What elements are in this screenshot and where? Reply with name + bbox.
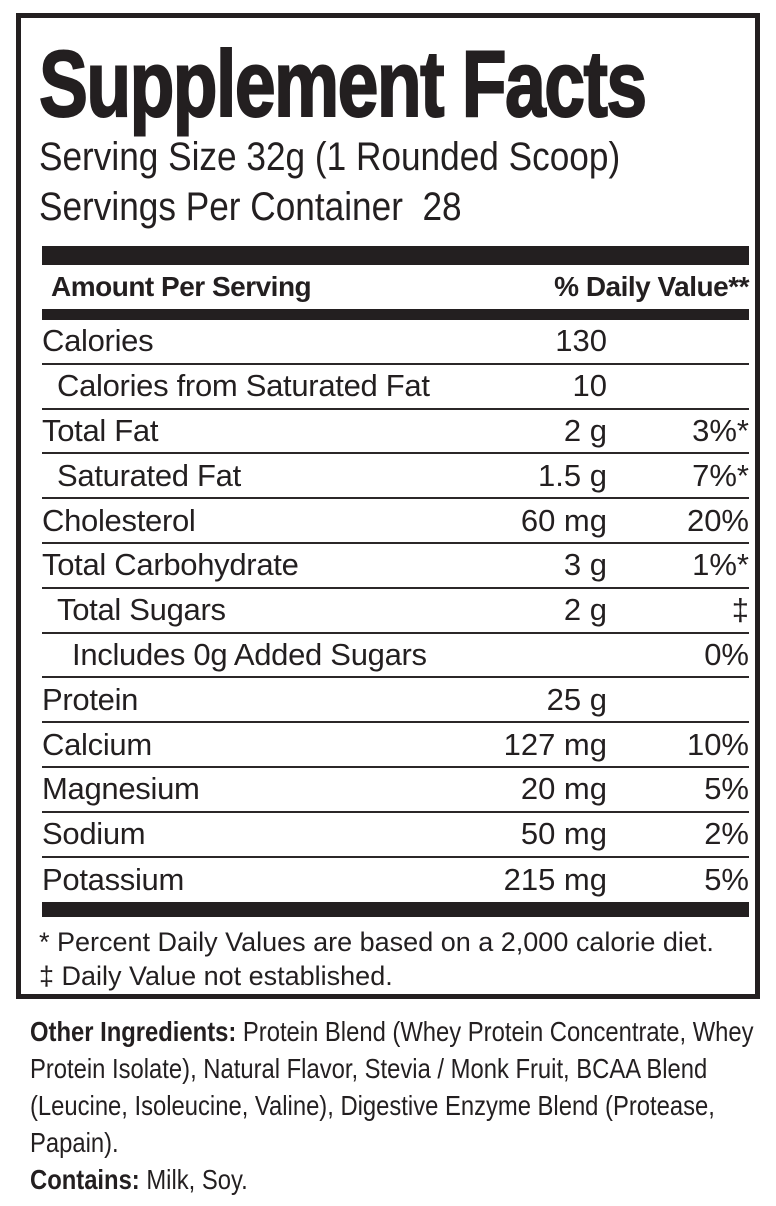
nutrient-amount: 2 g — [563, 412, 607, 448]
nutrient-daily-value: 20% — [686, 502, 749, 538]
nutrient-label: Calories — [42, 323, 154, 359]
nutrient-amount: 1.5 g — [538, 457, 607, 493]
nutrient-label: Potassium — [42, 861, 185, 897]
nutrient-label: Protein — [42, 681, 139, 717]
nutrient-label: Magnesium — [42, 771, 200, 807]
nutrient-row: Protein 25 g — [42, 678, 749, 724]
serving-info: Serving Size 32g (1 Rounded Scoop) Servi… — [33, 132, 740, 232]
nutrient-row: Magnesium 20 mg 5% — [42, 768, 749, 813]
nutrient-label: Sodium — [42, 816, 146, 852]
nutrient-label: Saturated Fat — [57, 457, 241, 493]
nutrient-row: Cholesterol 60 mg 20% — [42, 499, 749, 544]
servings-per-container-text: Servings Per Container 28 — [39, 185, 462, 229]
nutrient-label: Total Sugars — [57, 592, 226, 628]
nutrient-amount: 130 — [555, 323, 607, 359]
footnote-not-established: ‡ Daily Value not established. — [39, 961, 393, 992]
contains-label: Contains: — [30, 1164, 140, 1195]
footnotes: * Percent Daily Values are based on a 2,… — [39, 925, 740, 993]
nutrient-row: Calories 130 — [42, 320, 749, 365]
nutrient-row: Calcium 127 mg 10% — [42, 723, 749, 768]
nutrient-amount: 10 — [572, 368, 607, 404]
nutrient-amount: 3 g — [563, 547, 607, 583]
nutrient-row: Sodium 50 mg 2% — [42, 813, 749, 858]
nutrient-label: Calcium — [42, 726, 152, 762]
contains-text: Milk, Soy. — [139, 1164, 248, 1195]
panel-title: Supplement Facts — [38, 31, 648, 136]
nutrient-row: Total Carbohydrate 3 g 1%* — [42, 544, 749, 589]
panel-title-wrap: Supplement Facts — [33, 31, 740, 136]
nutrient-label: Cholesterol — [42, 502, 196, 538]
serving-size-row: Serving Size 32g (1 Rounded Scoop) — [33, 132, 740, 182]
nutrient-label: Total Carbohydrate — [42, 547, 299, 583]
nutrient-row: Total Fat 2 g 3%* — [42, 410, 749, 455]
nutrient-row: Saturated Fat 1.5 g 7%* — [42, 454, 749, 500]
nutrient-amount: 215 mg — [503, 861, 607, 897]
nutrient-daily-value: 0% — [704, 636, 749, 672]
nutrient-row: Total Sugars 2 g ‡ — [42, 589, 749, 634]
nutrient-amount: 60 mg — [520, 502, 607, 538]
nutrient-amount: 127 mg — [503, 726, 607, 762]
nutrient-label: Total Fat — [42, 412, 159, 448]
ingredients-section: Other Ingredients: Protein Blend (Whey P… — [30, 1013, 761, 1198]
nutrient-amount: 50 mg — [520, 816, 607, 852]
nutrient-daily-value: ‡ — [731, 592, 749, 628]
servings-per-container-row: Servings Per Container 28 — [33, 182, 740, 232]
nutrient-label: Includes 0g Added Sugars — [72, 636, 427, 672]
nutrient-amount: 20 mg — [520, 771, 607, 807]
amount-per-serving-header: Amount Per Serving — [51, 271, 312, 302]
nutrient-amount: 25 g — [546, 681, 607, 717]
nutrient-daily-value: 5% — [704, 861, 749, 897]
other-ingredients-label: Other Ingredients: — [30, 1016, 237, 1047]
nutrient-label: Calories from Saturated Fat — [57, 368, 430, 404]
other-ingredients-text: Protein Blend (Whey Protein Concentrate,… — [30, 1016, 754, 1158]
nutrient-rows: Calories 130 Calories from Saturated Fat… — [42, 320, 749, 902]
nutrient-daily-value: 7%* — [692, 457, 749, 493]
nutrient-row: Potassium 215 mg 5% — [42, 858, 749, 903]
nutrient-daily-value: 10% — [686, 726, 749, 762]
nutrient-daily-value: 5% — [704, 771, 749, 807]
daily-value-header: % Daily Value** — [554, 271, 749, 302]
supplement-facts-panel: Supplement Facts Serving Size 32g (1 Rou… — [16, 13, 760, 999]
nutrient-daily-value: 3%* — [692, 412, 749, 448]
nutrient-row: Includes 0g Added Sugars 0% — [42, 634, 749, 679]
footnote-daily-values: * Percent Daily Values are based on a 2,… — [39, 927, 714, 958]
divider-bar-header — [42, 309, 749, 320]
nutrient-amount: 2 g — [563, 592, 607, 628]
divider-bar-bottom — [42, 902, 749, 918]
nutrient-daily-value: 2% — [704, 816, 749, 852]
divider-bar-top — [42, 246, 749, 265]
nutrient-row: Calories from Saturated Fat 10 — [42, 365, 749, 410]
column-header-row: Amount Per Serving % Daily Value** — [42, 265, 749, 309]
serving-size-text: Serving Size 32g (1 Rounded Scoop) — [39, 135, 621, 179]
nutrient-daily-value: 1%* — [692, 547, 749, 583]
